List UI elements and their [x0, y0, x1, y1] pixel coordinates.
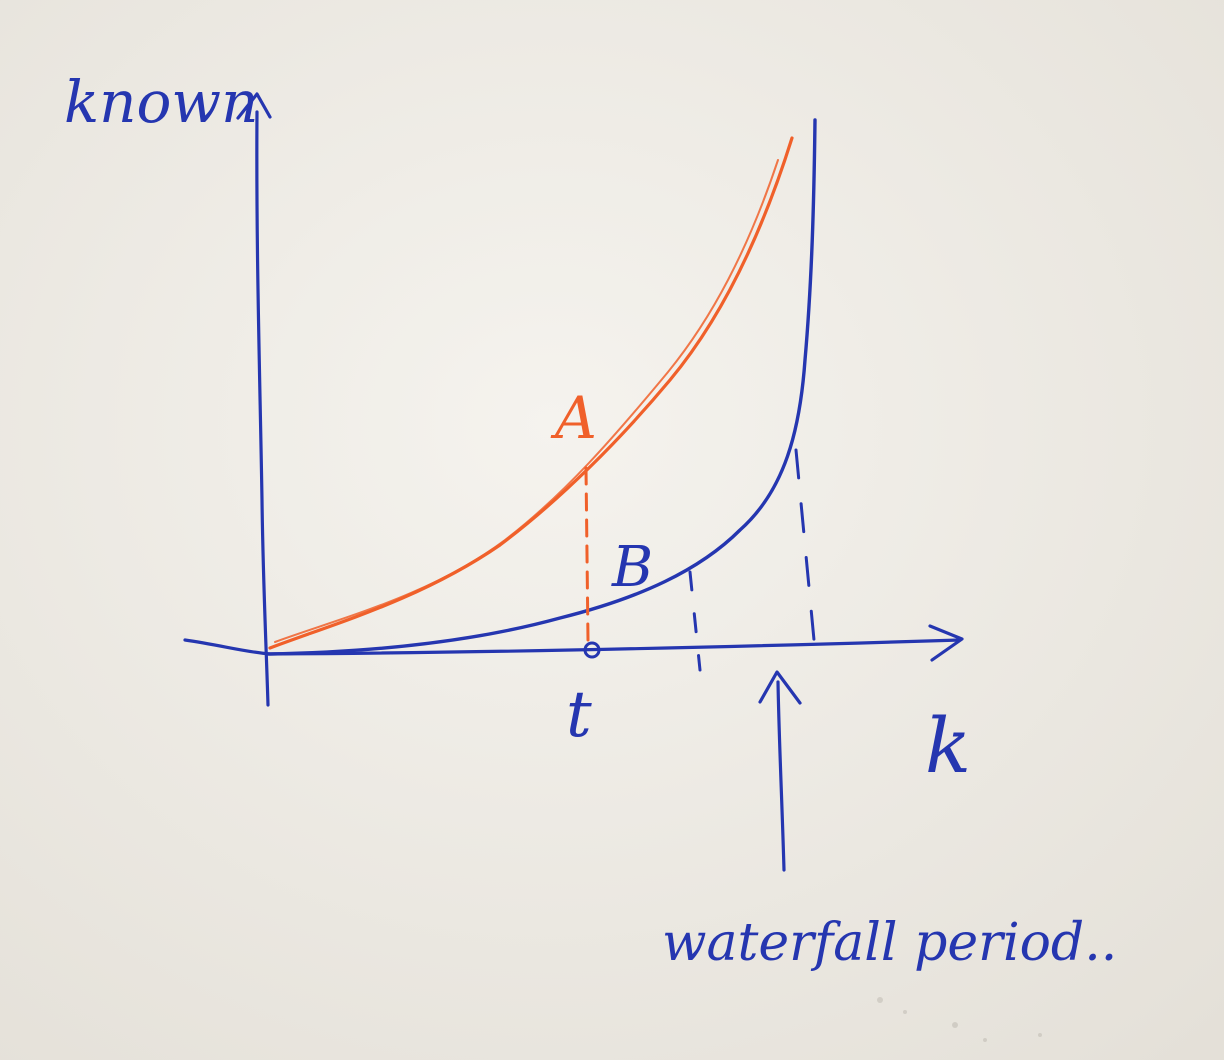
point-t-marker — [583, 641, 601, 659]
paper-smudges — [877, 997, 1042, 1042]
waterfall-arrow — [758, 670, 802, 872]
waterfall-annotation: waterfall period.. — [662, 913, 1117, 973]
x-axis-arrowhead — [928, 624, 964, 662]
dashed-drop-line-t — [584, 466, 590, 642]
waterfall-arrowhead — [758, 670, 802, 705]
y-axis — [236, 92, 272, 707]
y-axis-arrowhead — [236, 92, 272, 120]
y-axis-line — [255, 110, 270, 707]
curve-b — [266, 118, 817, 656]
x-axis-label: k — [925, 701, 971, 790]
x-axis — [183, 624, 964, 662]
curve-b-label: B — [611, 535, 653, 600]
curve-a-stroke-main — [268, 136, 794, 650]
point-t-label: t — [566, 678, 592, 752]
curve-a-label: A — [550, 384, 597, 452]
dashed-drop-line-1 — [688, 570, 702, 672]
curve-a-stroke-overdraw — [274, 159, 779, 643]
x-axis-line — [183, 638, 962, 656]
waterfall-arrow-shaft — [776, 680, 786, 872]
curve-a — [268, 136, 794, 650]
y-axis-label: known — [64, 68, 258, 136]
